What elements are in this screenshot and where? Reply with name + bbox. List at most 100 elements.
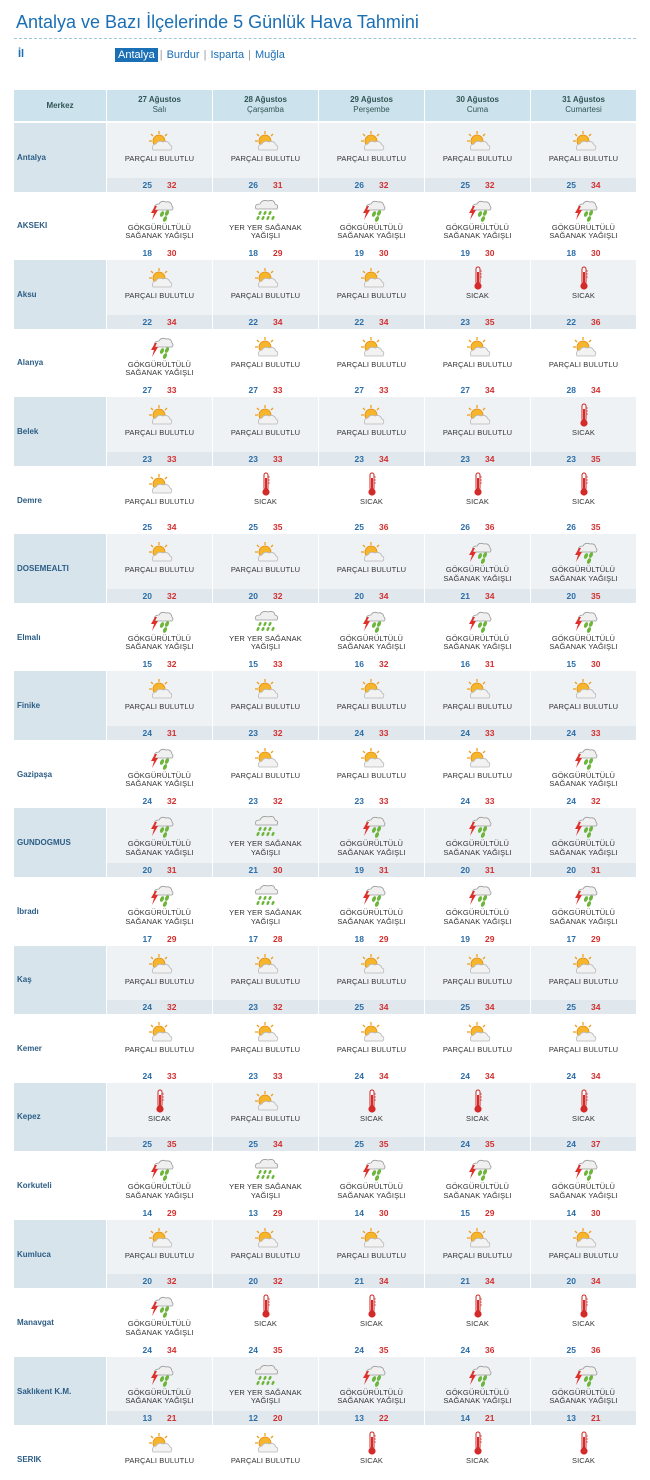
min-temperature: 18	[142, 248, 152, 259]
condition-text: GÖKGÜRÜLTÜLÜ SAĞANAK YAĞIŞLI	[425, 223, 530, 241]
condition-text: GÖKGÜRÜLTÜLÜ SAĞANAK YAĞIŞLI	[107, 360, 212, 378]
condition-line: PARÇALI BULUTLU	[336, 1250, 407, 1260]
condition-line: PARÇALI BULUTLU	[442, 154, 513, 163]
thunderstorm-rain-icon	[569, 1157, 599, 1182]
forecast-cell: YER YER SAĞANAK YAĞIŞLI 13 29	[212, 1151, 318, 1220]
condition-text: PARÇALI BULUTLU	[107, 429, 212, 438]
temperature-range: 24 35	[213, 1343, 318, 1357]
partly-cloudy-icon	[569, 677, 599, 701]
min-temperature: 15	[248, 659, 258, 670]
header-date: 31 Ağustos	[562, 95, 605, 104]
forecast-cell: PARÇALI BULUTLU 27 33	[318, 328, 424, 398]
condition-text: PARÇALI BULUTLU	[107, 292, 212, 301]
city-row: İbradı GÖKGÜRÜLTÜLÜ SAĞANAK YAĞIŞLI 17 29 YER…	[14, 877, 636, 946]
max-temperature: 34	[485, 1276, 495, 1287]
condition-text: YER YER SAĞANAK YAĞIŞLI	[213, 223, 318, 241]
condition-text: GÖKGÜRÜLTÜLÜ SAĞANAK YAĞIŞLI	[107, 1388, 212, 1406]
max-temperature: 31	[273, 179, 283, 190]
condition-line: YER YER SAĞANAK	[229, 1387, 302, 1397]
condition-text: PARÇALI BULUTLU	[107, 566, 212, 575]
min-temperature: 23	[248, 453, 258, 464]
condition-text: GÖKGÜRÜLTÜLÜ SAĞANAK YAĞIŞLI	[425, 1388, 530, 1406]
tab-burdur[interactable]: Burdur	[166, 49, 200, 61]
min-temperature: 23	[248, 1070, 258, 1081]
forecast-cell: PARÇALI BULUTLU 27 34	[424, 328, 530, 398]
condition-line: GÖKGÜRÜLTÜLÜ	[445, 908, 510, 918]
min-temperature: 27	[142, 385, 152, 396]
condition-line: PARÇALI BULUTLU	[336, 428, 407, 438]
forecast-cell: SICAK 25 36	[530, 1288, 636, 1357]
city-name: İbradı	[17, 906, 39, 916]
min-temperature: 24	[354, 1070, 364, 1081]
max-temperature: 34	[273, 1139, 283, 1150]
condition-line: SICAK	[571, 496, 595, 506]
condition-line: SICAK	[359, 1113, 383, 1123]
condition-text: PARÇALI BULUTLU	[319, 154, 424, 164]
tab-isparta[interactable]: Isparta	[210, 49, 245, 61]
city-row: Alanya GÖKGÜRÜLTÜLÜ SAĞANAK YAĞIŞLI 27 33 PAR…	[14, 328, 636, 398]
condition-text: GÖKGÜRÜLTÜLÜ SAĞANAK YAĞIŞLI	[425, 909, 530, 926]
condition-line: PARÇALI BULUTLU	[124, 154, 195, 163]
condition-text: GÖKGÜRÜLTÜLÜ SAĞANAK YAĞIŞLI	[107, 909, 212, 926]
condition-text: GÖKGÜRÜLTÜLÜ SAĞANAK YAĞIŞLI	[531, 1387, 636, 1406]
tab-mugla[interactable]: Muğla	[254, 49, 285, 61]
min-temperature: 24	[460, 1139, 470, 1150]
min-temperature: 24	[460, 1344, 470, 1355]
condition-text: GÖKGÜRÜLTÜLÜ SAĞANAK YAĞIŞLI	[531, 771, 636, 789]
max-temperature: 32	[273, 1002, 283, 1013]
city-row: Manavgat GÖKGÜRÜLTÜLÜ SAĞANAK YAĞIŞLI 24 34 S…	[14, 1288, 636, 1357]
condition-line: SICAK	[571, 1456, 595, 1466]
condition-line: SAĞANAK YAĞIŞLI	[125, 368, 194, 378]
condition-line: PARÇALI BULUTLU	[336, 1045, 407, 1055]
max-temperature: 32	[379, 659, 389, 670]
hot-thermometer-icon	[357, 1089, 387, 1113]
condition-line: GÖKGÜRÜLTÜLÜ	[551, 1387, 616, 1397]
temperature-range: 13 21	[107, 1411, 212, 1426]
max-temperature: 34	[379, 590, 389, 601]
condition-text: GÖKGÜRÜLTÜLÜ SAĞANAK YAĞIŞLI	[531, 223, 636, 241]
condition-line: GÖKGÜRÜLTÜLÜ	[445, 839, 510, 849]
condition-text: SICAK	[213, 497, 318, 507]
city-row: AKSEKI GÖKGÜRÜLTÜLÜ SAĞANAK YAĞIŞLI 18 30 YER…	[14, 191, 636, 261]
condition-text: PARÇALI BULUTLU	[213, 566, 318, 575]
partly-cloudy-icon	[145, 1431, 175, 1455]
header-date: 27 Ağustos	[138, 95, 181, 104]
temperature-range: 20 31	[425, 863, 530, 878]
forecast-cell: PARÇALI BULUTLU 24 31	[106, 671, 212, 740]
temperature-range: 25 34	[531, 177, 636, 192]
min-temperature: 14	[142, 1207, 152, 1218]
temperature-range: 20 32	[107, 1274, 212, 1289]
temperature-range: 23 34	[425, 451, 530, 466]
condition-text: PARÇALI BULUTLU	[319, 292, 424, 301]
min-temperature: 25	[566, 1002, 576, 1013]
forecast-cell: GÖKGÜRÜLTÜLÜ SAĞANAK YAĞIŞLI 16 32	[318, 602, 424, 672]
condition-text: GÖKGÜRÜLTÜLÜ SAĞANAK YAĞIŞLI	[319, 223, 424, 241]
city-name: SERIK	[17, 1455, 42, 1465]
condition-text: SICAK	[531, 292, 636, 301]
thunderstorm-rain-icon	[145, 883, 175, 907]
temperature-range: 26 32	[319, 177, 424, 192]
forecast-cell: PARÇALI BULUTLU 24 33	[424, 739, 530, 809]
condition-line: SAĞANAK YAĞIŞLI	[125, 1396, 194, 1406]
condition-line: GÖKGÜRÜLTÜLÜ	[339, 1387, 404, 1397]
partly-cloudy-icon	[251, 403, 281, 427]
condition-line: YAĞIŞLI	[250, 642, 281, 652]
temperature-range: 14 30	[531, 1206, 636, 1220]
tab-separator: |	[159, 49, 163, 61]
condition-line: PARÇALI BULUTLU	[548, 1250, 619, 1260]
scattered-showers-icon	[251, 198, 281, 222]
thunderstorm-rain-icon	[357, 1157, 387, 1182]
min-temperature: 23	[566, 453, 576, 464]
max-temperature: 29	[485, 1207, 495, 1218]
max-temperature: 21	[485, 1413, 495, 1424]
condition-text: PARÇALI BULUTLU	[213, 154, 318, 164]
partly-cloudy-icon	[569, 952, 599, 976]
tab-antalya[interactable]: Antalya	[115, 48, 158, 62]
min-temperature: 18	[354, 933, 364, 944]
city-name: Manavgat	[17, 1318, 54, 1328]
temperature-range: 14 21	[425, 1411, 530, 1426]
scattered-showers-icon	[251, 609, 281, 633]
city-row: Kepez SICAK 25 35 PARÇALI BULUTLU 25 34 SICAK 25…	[14, 1082, 636, 1152]
city-row: Demre PARÇALI BULUTLU 25 34 SICAK 25 35 SICAK 25…	[14, 465, 636, 535]
